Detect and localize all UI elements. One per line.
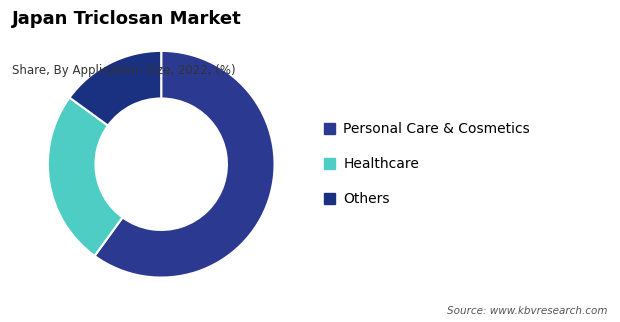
Wedge shape	[48, 98, 123, 256]
Text: Share, By Application, Size, 2022, (%): Share, By Application, Size, 2022, (%)	[12, 64, 236, 77]
Wedge shape	[95, 51, 275, 278]
Legend: Personal Care & Cosmetics, Healthcare, Others: Personal Care & Cosmetics, Healthcare, O…	[324, 122, 530, 206]
Text: Japan Triclosan Market: Japan Triclosan Market	[12, 10, 242, 28]
Text: Source: www.kbvresearch.com: Source: www.kbvresearch.com	[447, 306, 608, 316]
Wedge shape	[69, 51, 161, 126]
